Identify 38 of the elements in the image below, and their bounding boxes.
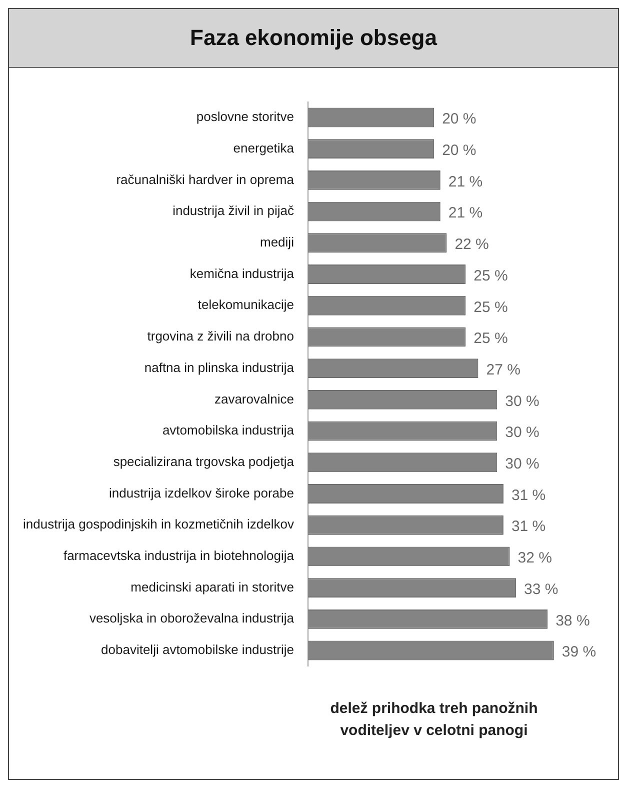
data-label: 25 % <box>474 298 508 316</box>
y-tick-label: dobavitelji avtomobilske industrije <box>101 642 294 658</box>
y-tick-label: računalniški hardver in oprema <box>116 172 295 187</box>
data-label: 31 % <box>511 486 546 504</box>
data-label: 22 % <box>454 236 489 254</box>
data-label: 33 % <box>524 580 558 598</box>
data-label: 30 % <box>505 456 540 473</box>
data-label: 25 % <box>474 330 508 348</box>
data-label: 39 % <box>562 644 596 661</box>
y-tick-label: naftna in plinska industrija <box>144 360 295 375</box>
y-tick-label: telekomunikacije <box>198 297 294 312</box>
y-tick-label: poslovne storitve <box>196 109 294 124</box>
y-tick-label: kemična industrija <box>190 266 295 281</box>
data-label: 20 % <box>442 142 476 159</box>
data-label: 30 % <box>505 392 540 410</box>
data-label: 32 % <box>518 550 552 567</box>
y-tick-label: energetika <box>233 140 295 156</box>
y-tick-label: industrija izdelkov široke porabe <box>108 485 294 500</box>
data-label: 21 % <box>448 173 483 190</box>
y-tick-label: specializirana trgovska podjetja <box>113 454 295 469</box>
y-tick-label: industrija živil in pijač <box>172 203 294 218</box>
y-tick-label: farmacevtska industrija in biotehnologija <box>63 548 295 564</box>
chart-title: Faza ekonomije obsega <box>9 9 618 68</box>
y-tick-label: trgovina z živili na drobno <box>147 328 294 344</box>
data-label: 38 % <box>556 612 590 630</box>
data-label: 20 % <box>442 110 476 128</box>
y-tick-label: zavarovalnice <box>214 391 294 406</box>
data-label: 21 % <box>448 204 483 222</box>
data-label: 25 % <box>474 267 508 284</box>
y-tick-label: mediji <box>260 234 294 250</box>
y-tick-label: vesoljska in oboroževalna industrija <box>89 610 295 626</box>
data-label: 30 % <box>505 424 540 442</box>
data-label: 27 % <box>486 361 520 378</box>
y-tick-label: industrija gospodinjskih in kozmetičnih izdelkov <box>23 516 294 532</box>
y-tick-label: avtomobilska industrija <box>162 422 295 438</box>
data-label: 31 % <box>511 518 546 536</box>
y-tick-label: medicinski aparati in storitve <box>130 579 294 594</box>
x-axis-title: delež prihodka treh panožnih voditeljev v celotni panogi <box>329 699 539 741</box>
